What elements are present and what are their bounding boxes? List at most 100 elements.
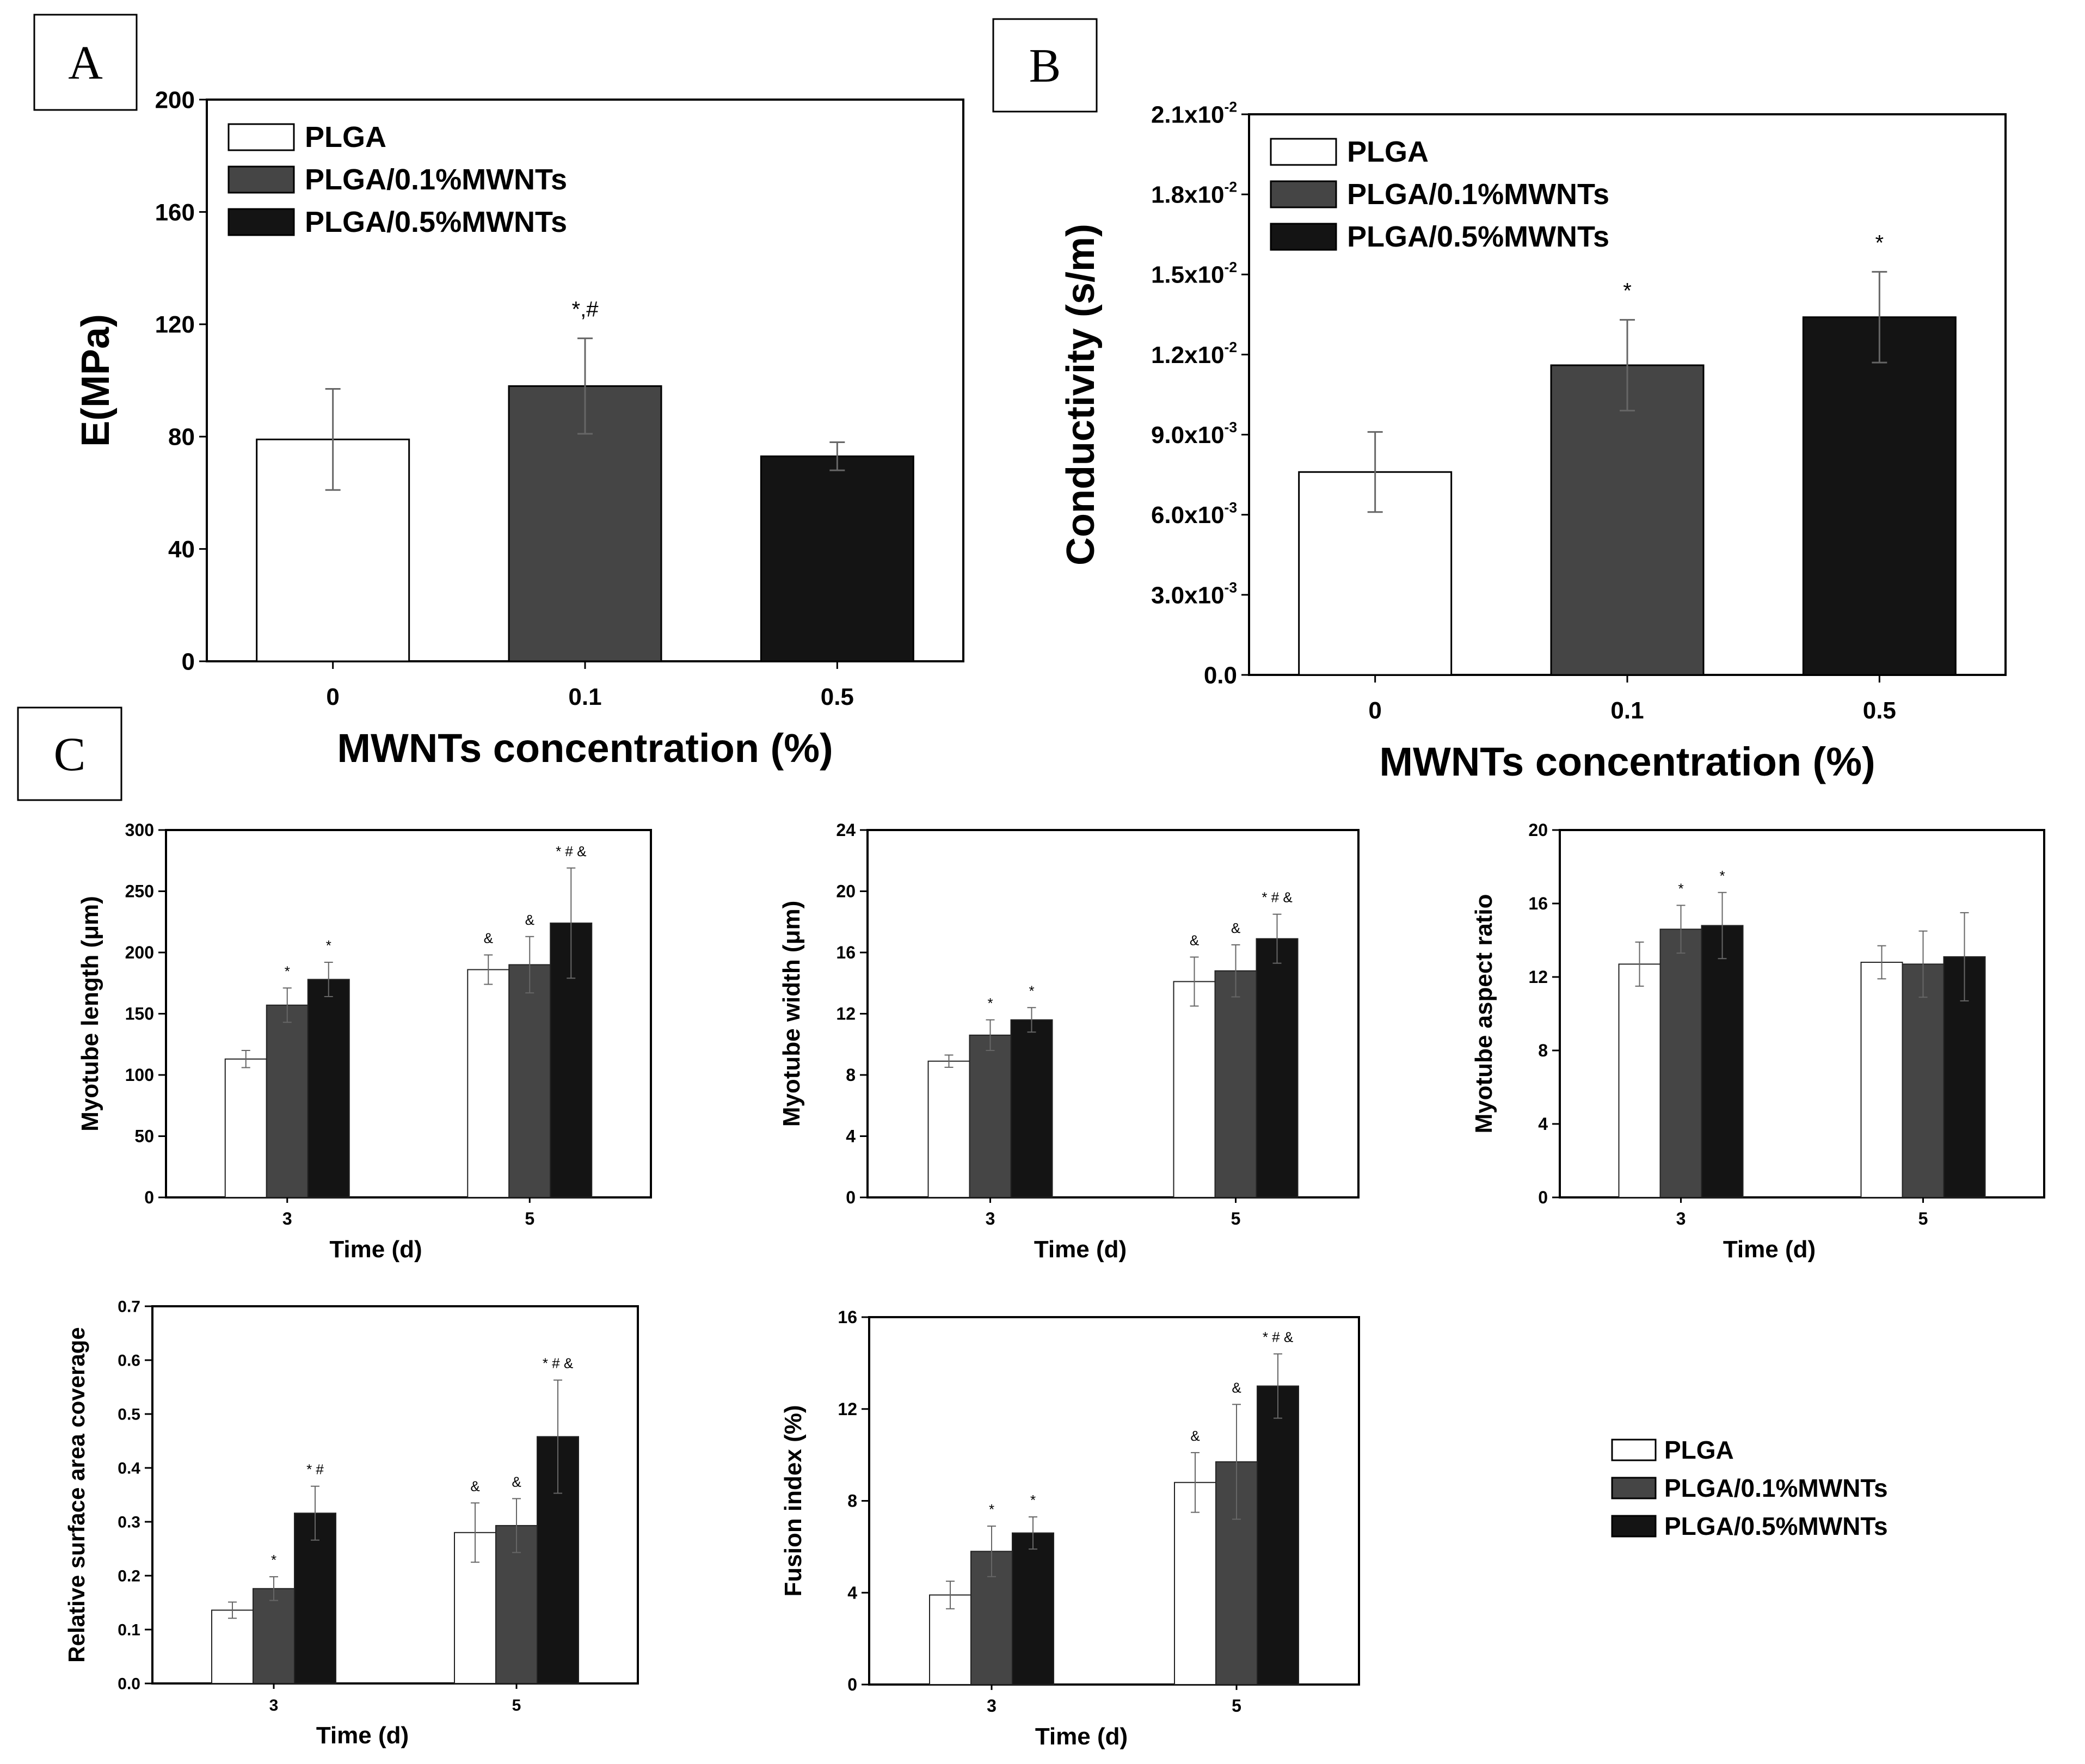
y-tick-label: 1.5x10-2 [1151,259,1237,288]
legend-swatch [1270,138,1337,166]
bar-plga-0-1-mwnts [1659,929,1702,1198]
significance-mark: * [285,963,290,979]
legend-swatch [1611,1439,1657,1461]
bar-plga [1618,963,1661,1198]
bar-plga-0-5-mwnts [1012,1532,1054,1685]
y-tick-label: 12 [836,1004,856,1024]
y-tick-label: 20 [836,882,856,901]
legend-label: PLGA/0.5%MWNTs [305,206,567,238]
x-axis-label: Time (d) [316,1722,409,1749]
y-axis-label: Myotube aspect ratio [1471,894,1497,1133]
significance-mark: & [484,930,493,946]
y-tick-label: 24 [836,820,856,840]
significance-mark: * [1875,231,1884,255]
plot-frame [1559,829,2045,1198]
y-tick-label: 160 [155,199,195,226]
bar-plga-0-1-mwnts [266,1004,309,1198]
chart-a: 0 40 80 120 160 200 0 *,# 0.1 0.5 MWNTs concentrat… [74,87,964,771]
y-tick-label: 0 [847,1675,857,1694]
bar-plga [1174,1482,1216,1685]
significance-mark: * # & [1263,1329,1293,1345]
panel-label-box [17,706,122,801]
chart-c1: 0 50 100 150 200 250 300 * * 3 & & * # & 5 Time (d) Myo… [77,820,652,1263]
bar-plga-0-1-mwnts [253,1588,295,1685]
y-tick-label: 2.1x10-2 [1151,99,1237,128]
legend-label: PLGA [1347,136,1429,168]
x-axis-label: Time (d) [1035,1723,1128,1750]
chart-c3: 0 4 8 12 16 20 * * 3 5 Time (d) Myotube aspect rati… [1471,820,2045,1263]
panel-a-label: A [33,14,138,111]
x-axis-label: Time (d) [1034,1236,1127,1263]
legend-label: PLGA/0.1%MWNTs [1664,1474,1888,1502]
y-tick-label: 6.0x10-3 [1151,499,1237,528]
x-axis-label: Time (d) [329,1236,422,1263]
legend-swatch [1611,1477,1657,1499]
bar-plga-0-5-mwnts [294,1513,336,1684]
bar-plga [929,1594,971,1685]
y-tick-label: 1.8x10-2 [1151,179,1237,208]
x-tick-label: 5 [512,1697,521,1714]
significance-mark: * [1029,982,1034,999]
bar-plga [467,969,510,1198]
y-tick-label: 16 [1528,894,1548,913]
y-tick-label: 20 [1528,820,1548,840]
significance-mark: * # & [556,843,586,859]
x-tick-label: 3 [1676,1209,1686,1228]
bar-plga [211,1609,254,1685]
x-tick-label: 3 [986,1209,995,1228]
y-tick-label: 120 [155,311,195,338]
legend-swatch [227,208,295,236]
significance-mark: *,# [572,298,599,322]
y-tick-label: 0.6 [118,1352,140,1370]
x-axis-label: Time (d) [1723,1236,1816,1263]
panel-label-box [33,14,138,111]
y-axis-label: Myotube width (μm) [778,901,805,1127]
bar-plga-0-1-mwnts [1214,970,1257,1198]
y-tick-label: 12 [838,1399,857,1419]
bar-plga-0-5-mwnts [1257,1385,1299,1685]
y-tick-label: 250 [125,882,154,901]
panel-b-label: B [992,18,1098,113]
significance-mark: * [987,995,993,1011]
significance-mark: & [1190,932,1199,948]
y-tick-label: 200 [125,943,154,962]
bar-plga-0-5-mwnts [1010,1019,1053,1198]
y-tick-label: 0.7 [118,1298,140,1316]
x-tick-label: 0 [1368,697,1381,724]
y-tick-label: 0.4 [118,1460,140,1478]
legend-swatch [1270,223,1337,251]
significance-mark: * [1719,868,1725,884]
x-tick-label: 5 [1231,1209,1241,1228]
panel-letter: C [54,728,86,781]
significance-mark: * [326,937,331,954]
bar-plga [927,1060,970,1198]
y-tick-label: 4 [846,1127,856,1146]
significance-mark: & [1232,1379,1241,1396]
y-tick-label: 0 [846,1188,856,1207]
y-tick-label: 4 [847,1583,857,1602]
y-tick-label: 8 [846,1065,856,1085]
y-tick-label: 0 [182,648,195,675]
bar-plga-0-1-mwnts [508,964,551,1198]
x-tick-label: 0 [326,684,339,710]
y-tick-label: 8 [1538,1041,1548,1060]
bar-plga [1860,962,1903,1198]
significance-mark: * # [306,1461,324,1478]
y-tick-label: 12 [1528,967,1548,987]
y-tick-label: 4 [1538,1114,1548,1134]
y-axis-label: Myotube length (μm) [77,896,103,1132]
y-tick-label: 0.3 [118,1514,140,1532]
legend-label: PLGA/0.1%MWNTs [1347,178,1609,211]
panel-c-label: C [17,706,122,801]
x-tick-label: 5 [1232,1696,1241,1716]
y-tick-label: 0.0 [1204,662,1237,689]
y-tick-label: 9.0x10-3 [1151,419,1237,448]
significance-mark: & [1231,920,1240,936]
bar-plga-0-1-mwnts [1902,963,1945,1198]
y-tick-label: 16 [836,943,856,962]
legend-label: PLGA/0.5%MWNTs [1347,220,1609,253]
legend-swatch [227,165,295,194]
y-tick-label: 0 [1538,1188,1548,1207]
legend: PLGA PLGA/0.1%MWNTs PLGA/0.5%MWNTs [227,121,567,238]
